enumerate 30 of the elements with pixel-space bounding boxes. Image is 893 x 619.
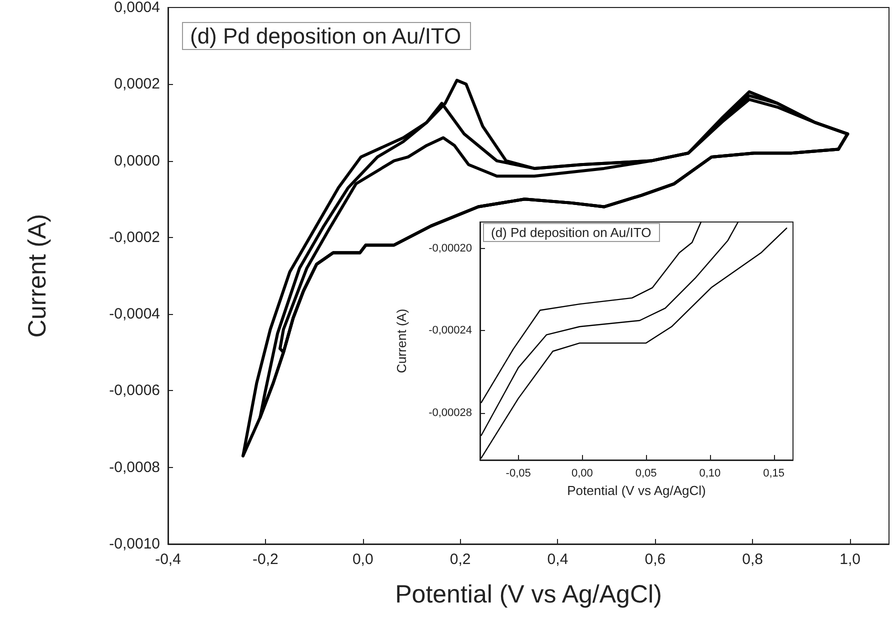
y-axis-title: Current (A) <box>394 308 409 374</box>
y-tick-label: -0,0002 <box>109 228 160 246</box>
x-tick-label: 0,6 <box>644 551 666 568</box>
y-tick-label: -0,0006 <box>109 382 160 400</box>
x-axis-title: Potential (V vs Ag/AgCl) <box>567 482 706 498</box>
x-tick-label: 0,15 <box>763 468 785 480</box>
x-tick-label: -0,05 <box>506 468 531 480</box>
y-tick-label: 0,0000 <box>114 152 160 170</box>
x-tick-label: 0,00 <box>571 468 593 480</box>
x-tick-label: 0,4 <box>547 551 568 568</box>
y-tick-label: 0,0002 <box>114 76 160 93</box>
chart-title: (d) Pd deposition on Au/ITO <box>491 225 652 240</box>
x-tick-label: 1,0 <box>840 551 860 568</box>
x-tick-label: 0,05 <box>635 468 657 480</box>
x-axis-title: Potential (V vs Ag/AgCl) <box>395 580 662 608</box>
y-tick-label: -0,00020 <box>428 242 472 255</box>
y-tick-label: -0,0010 <box>109 536 160 552</box>
x-tick-label: 0,0 <box>352 551 374 568</box>
y-axis-title: Current (A) <box>24 214 52 338</box>
text: (d) Pd deposition on Au/ITO <box>190 24 462 48</box>
x-tick-label: 0,8 <box>742 551 764 568</box>
y-tick-label: -0,00024 <box>428 324 472 337</box>
x-tick-label: 0,10 <box>699 468 721 480</box>
y-tick-label: -0,00028 <box>428 406 472 419</box>
x-tick-label: -0,4 <box>155 551 181 568</box>
y-tick-label: 0,0004 <box>114 0 160 16</box>
x-tick-label: -0,2 <box>252 551 278 568</box>
y-tick-label: -0,0008 <box>109 458 160 476</box>
y-tick-label: -0,0004 <box>109 306 160 323</box>
x-tick-label: 0,2 <box>450 551 471 568</box>
